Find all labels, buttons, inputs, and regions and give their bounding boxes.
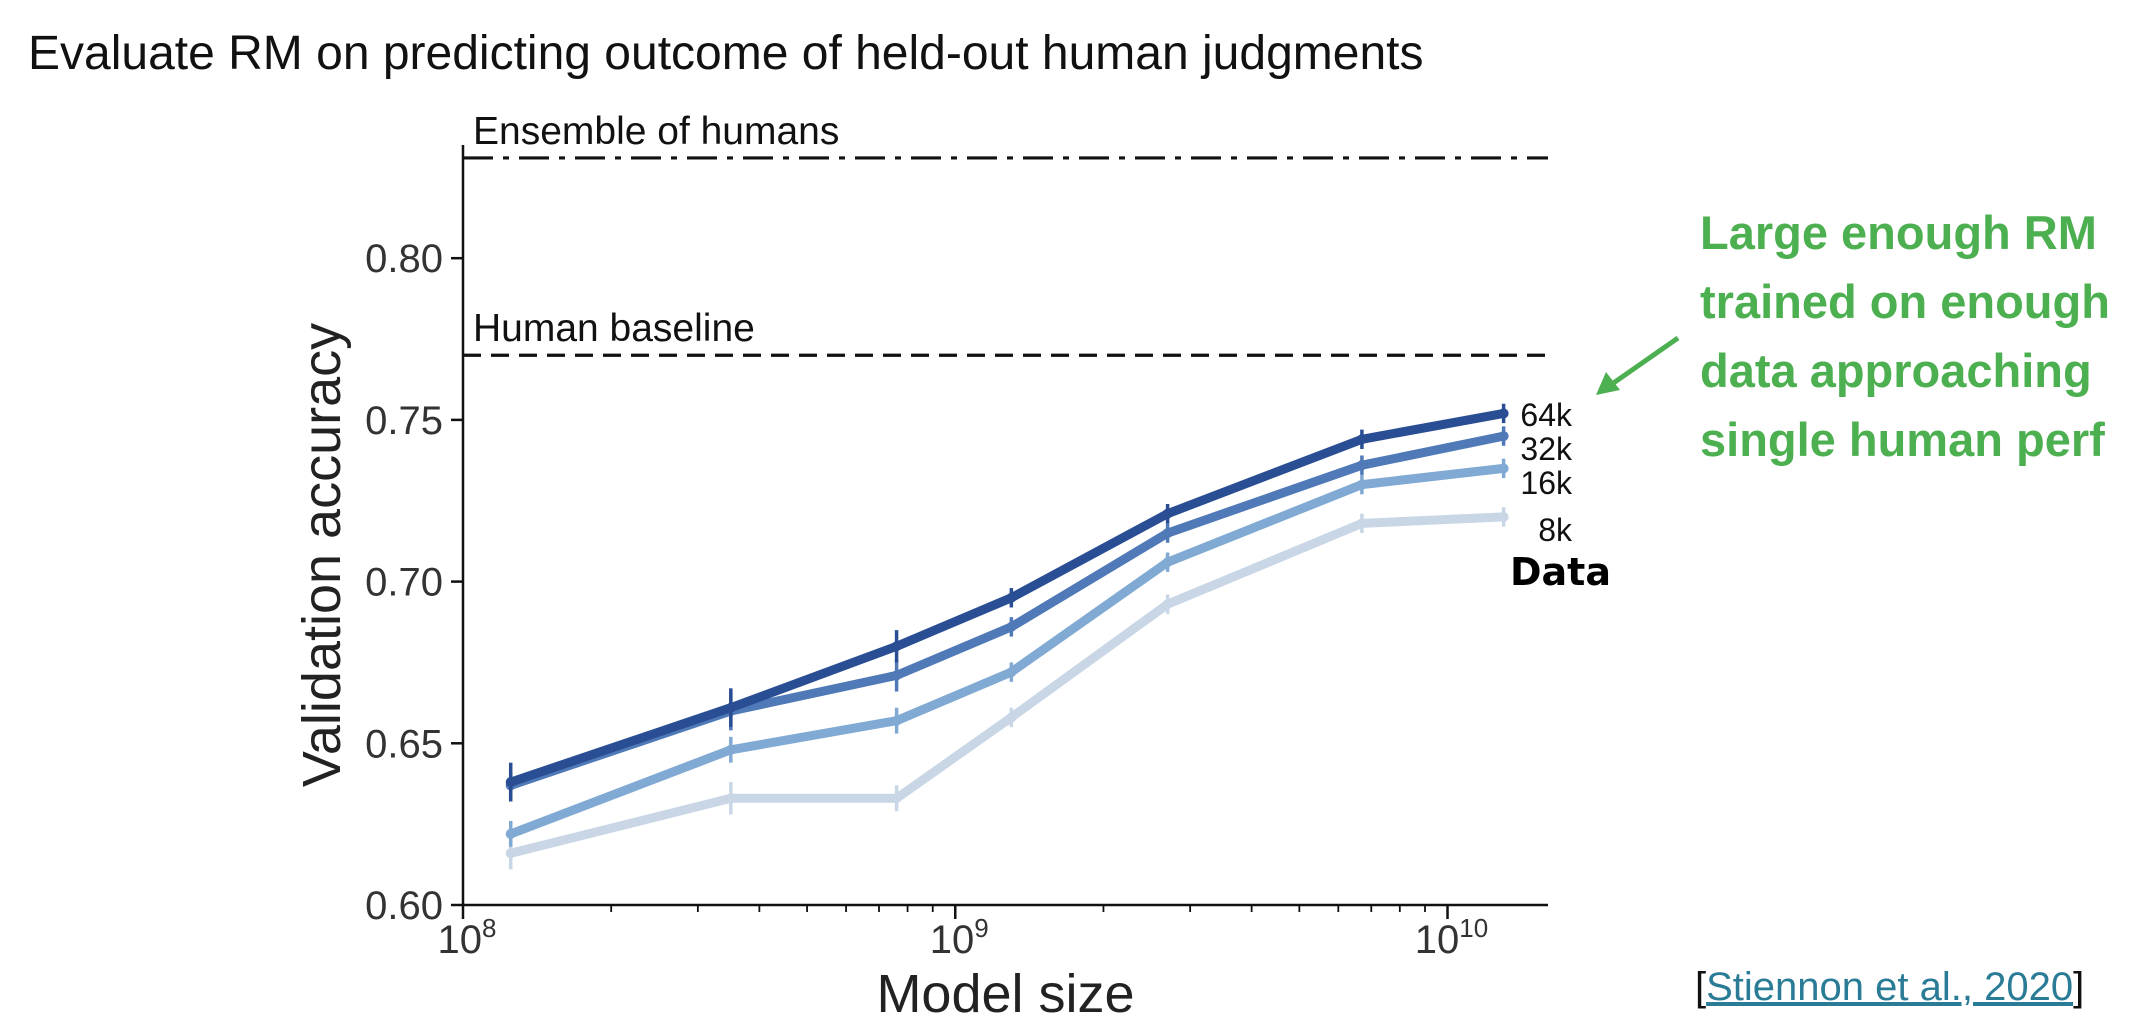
data-point <box>891 715 902 726</box>
data-point <box>891 793 902 804</box>
series-label-32k: 32k <box>1520 431 1573 467</box>
series-label-8k: 8k <box>1538 512 1573 548</box>
data-point <box>1162 528 1173 539</box>
y-tick-label: 0.60 <box>365 884 443 928</box>
data-point <box>1356 434 1367 445</box>
data-point <box>1006 712 1017 723</box>
y-tick-label: 0.65 <box>365 722 443 766</box>
data-point <box>725 702 736 713</box>
series-line-8k <box>506 512 1509 858</box>
y-tick-label: 0.75 <box>365 399 443 443</box>
data-point <box>505 777 516 788</box>
data-point <box>1356 460 1367 471</box>
data-point <box>1498 511 1509 522</box>
reference-lines: Ensemble of humans Human baseline <box>463 110 1548 357</box>
callout-annotation: Large enough RM trained on enough data a… <box>1700 206 2110 466</box>
y-axis-label: Validation accuracy <box>292 323 352 787</box>
data-point <box>1498 431 1509 442</box>
callout-arrow-head <box>1596 372 1620 395</box>
series-lines <box>505 403 1509 870</box>
data-point <box>1006 667 1017 678</box>
citation-close-bracket: ] <box>2073 965 2085 1009</box>
series-label-16k: 16k <box>1520 465 1573 501</box>
data-point <box>1162 557 1173 568</box>
data-point <box>1356 479 1367 490</box>
data-point <box>505 828 516 839</box>
citation-link[interactable]: Stiennon et al., 2020 <box>1706 965 2074 1009</box>
callout-arrow-shaft <box>1610 335 1680 387</box>
data-point <box>1006 621 1017 632</box>
data-point <box>1162 599 1173 610</box>
data-point <box>1498 408 1509 419</box>
data-point <box>1356 518 1367 529</box>
callout-arrow-icon <box>1596 335 1680 395</box>
reference-label-1: Human baseline <box>473 307 755 350</box>
data-point <box>1006 592 1017 603</box>
citation: [Stiennon et al., 2020] <box>1695 965 2084 1010</box>
x-tick-label: 109 <box>930 913 989 962</box>
y-tick-label: 0.70 <box>365 561 443 605</box>
series-label-64k: 64k <box>1520 397 1573 433</box>
reference-label-0: Ensemble of humans <box>473 110 839 153</box>
data-point <box>725 744 736 755</box>
citation-open-bracket: [ <box>1695 965 1707 1009</box>
slide-title: Evaluate RM on predicting outcome of hel… <box>28 27 1424 80</box>
y-tick-label: 0.80 <box>365 237 443 281</box>
legend-title: Data <box>1510 550 1611 594</box>
x-axis-label: Model size <box>876 964 1134 1024</box>
x-tick-label: 1010 <box>1415 913 1488 962</box>
axes: 0.60 0.65 0.70 0.75 0.80 108 109 1010 Model size… <box>292 145 1548 1024</box>
data-point <box>725 793 736 804</box>
data-point <box>1162 508 1173 519</box>
data-point <box>891 641 902 652</box>
data-point <box>505 848 516 859</box>
x-tick-label: 108 <box>438 913 497 962</box>
data-point <box>891 670 902 681</box>
data-point <box>1498 463 1509 474</box>
